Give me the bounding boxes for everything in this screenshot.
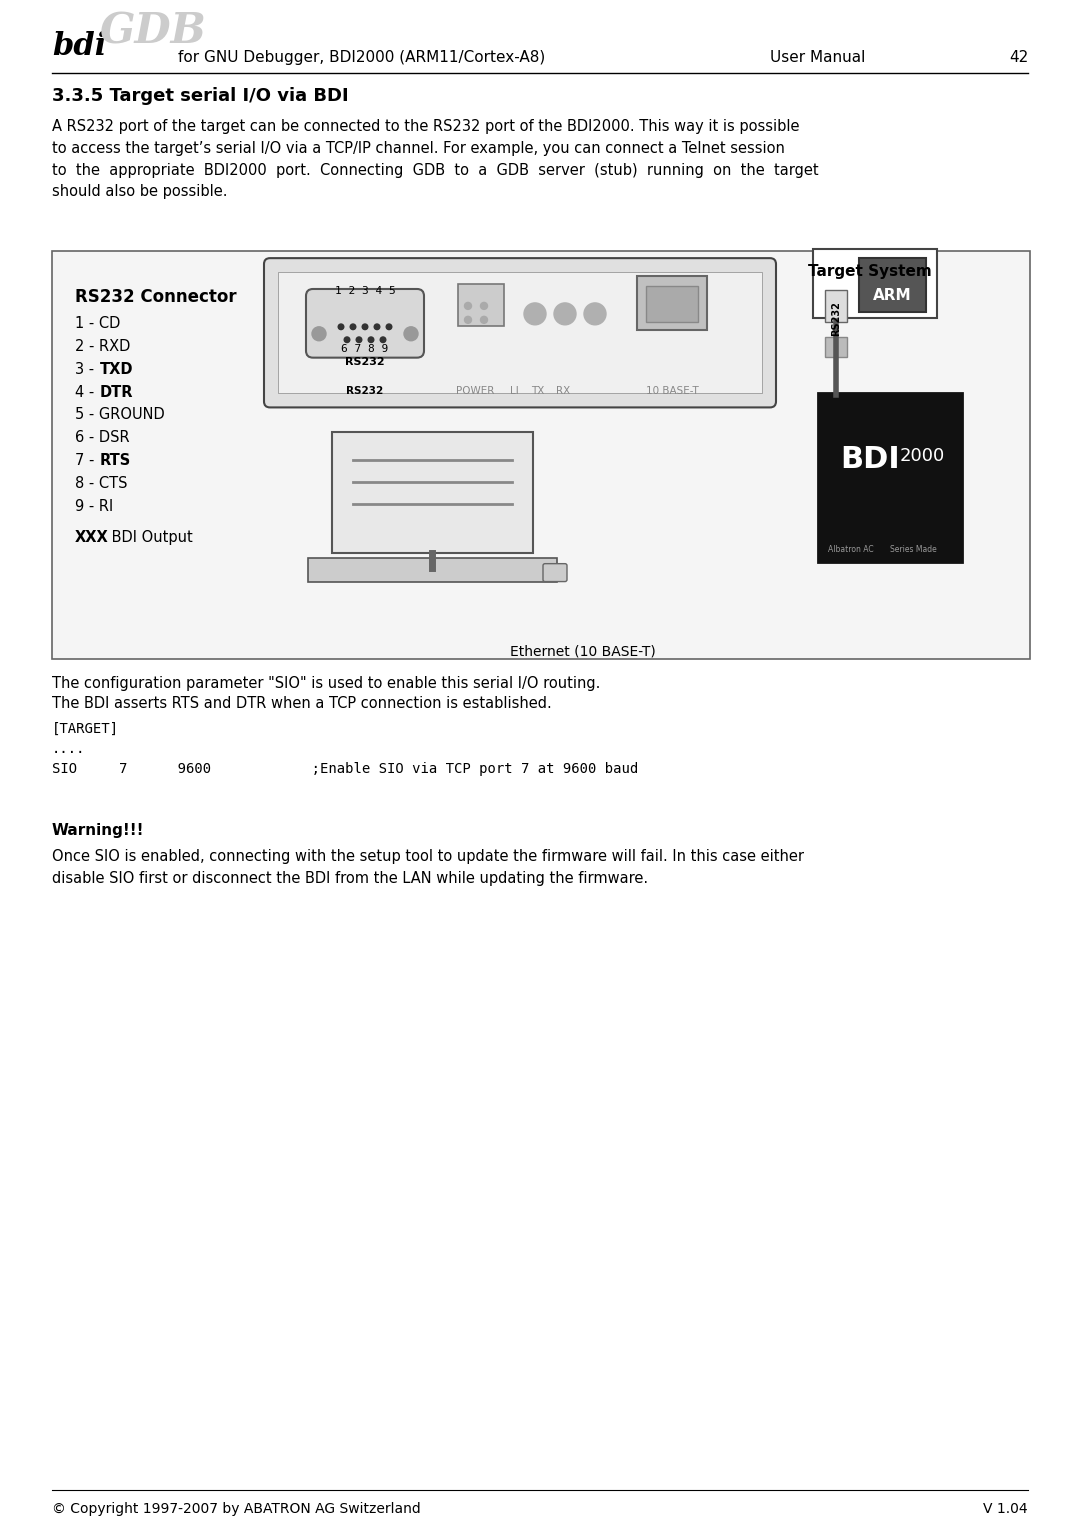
Text: Series Made: Series Made xyxy=(890,545,936,553)
Text: 6 - DSR: 6 - DSR xyxy=(75,431,130,445)
FancyBboxPatch shape xyxy=(859,258,926,312)
FancyBboxPatch shape xyxy=(52,251,1030,659)
Circle shape xyxy=(374,324,380,330)
Text: XXX: XXX xyxy=(75,530,109,545)
Text: Once SIO is enabled, connecting with the setup tool to update the firmware will : Once SIO is enabled, connecting with the… xyxy=(52,850,804,865)
Text: bdi: bdi xyxy=(52,31,106,63)
FancyBboxPatch shape xyxy=(825,336,847,356)
Text: The configuration parameter "SIO" is used to enable this serial I/O routing.: The configuration parameter "SIO" is use… xyxy=(52,675,600,691)
Text: 42: 42 xyxy=(1009,50,1028,66)
Text: Ethernet (10 BASE-T): Ethernet (10 BASE-T) xyxy=(510,645,656,659)
Text: GDB: GDB xyxy=(100,11,206,52)
Text: 5 - GROUND: 5 - GROUND xyxy=(75,408,165,422)
Circle shape xyxy=(481,303,487,309)
Text: 2 - RXD: 2 - RXD xyxy=(75,339,131,354)
Circle shape xyxy=(554,303,576,325)
Circle shape xyxy=(312,327,326,341)
Text: RS232: RS232 xyxy=(347,385,383,396)
Text: RTS: RTS xyxy=(100,454,132,468)
FancyBboxPatch shape xyxy=(543,564,567,582)
Circle shape xyxy=(584,303,606,325)
Circle shape xyxy=(464,316,472,324)
Text: disable SIO first or disconnect the BDI from the LAN while updating the firmware: disable SIO first or disconnect the BDI … xyxy=(52,871,648,886)
Text: 2000: 2000 xyxy=(900,448,945,465)
Text: BDI: BDI xyxy=(840,445,900,474)
Circle shape xyxy=(464,303,472,309)
FancyBboxPatch shape xyxy=(458,284,504,325)
Text: POWER: POWER xyxy=(456,385,495,396)
Text: RX: RX xyxy=(556,385,570,396)
FancyBboxPatch shape xyxy=(308,558,557,582)
Circle shape xyxy=(345,338,350,342)
Circle shape xyxy=(368,338,374,342)
FancyBboxPatch shape xyxy=(306,289,424,358)
FancyBboxPatch shape xyxy=(813,249,937,318)
Text: should also be possible.: should also be possible. xyxy=(52,185,228,200)
Text: TXD: TXD xyxy=(100,362,134,376)
Circle shape xyxy=(387,324,392,330)
Text: V 1.04: V 1.04 xyxy=(984,1502,1028,1516)
Circle shape xyxy=(362,324,368,330)
FancyBboxPatch shape xyxy=(637,277,707,330)
Text: 3.3.5 Target serial I/O via BDI: 3.3.5 Target serial I/O via BDI xyxy=(52,87,349,105)
Text: Albatron AC: Albatron AC xyxy=(828,545,874,553)
FancyBboxPatch shape xyxy=(278,272,762,394)
FancyBboxPatch shape xyxy=(646,286,698,322)
Circle shape xyxy=(350,324,355,330)
Text: RS232 Connector: RS232 Connector xyxy=(75,287,237,306)
Text: 6 7 8 9: 6 7 8 9 xyxy=(341,344,389,353)
Text: SIO     7      9600            ;Enable SIO via TCP port 7 at 9600 baud: SIO 7 9600 ;Enable SIO via TCP port 7 at… xyxy=(52,761,638,776)
Text: 9 - RI: 9 - RI xyxy=(75,500,113,513)
Text: ....: .... xyxy=(52,741,85,756)
Text: A RS232 port of the target can be connected to the RS232 port of the BDI2000. Th: A RS232 port of the target can be connec… xyxy=(52,119,799,134)
Text: 8 - CTS: 8 - CTS xyxy=(75,477,127,490)
Text: User Manual: User Manual xyxy=(770,50,865,66)
Text: RS232: RS232 xyxy=(831,301,841,336)
FancyBboxPatch shape xyxy=(825,290,847,322)
Text: © Copyright 1997-2007 by ABATRON AG Switzerland: © Copyright 1997-2007 by ABATRON AG Swit… xyxy=(52,1502,421,1516)
Text: The BDI asserts RTS and DTR when a TCP connection is established.: The BDI asserts RTS and DTR when a TCP c… xyxy=(52,697,552,711)
Text: to access the target’s serial I/O via a TCP/IP channel. For example, you can con: to access the target’s serial I/O via a … xyxy=(52,141,785,156)
Text: to  the  appropriate  BDI2000  port.  Connecting  GDB  to  a  GDB  server  (stub: to the appropriate BDI2000 port. Connect… xyxy=(52,162,819,177)
Circle shape xyxy=(356,338,362,342)
Circle shape xyxy=(481,316,487,324)
Text: 4 -: 4 - xyxy=(75,385,99,399)
Text: 10 BASE-T: 10 BASE-T xyxy=(646,385,699,396)
Text: ARM: ARM xyxy=(873,287,912,303)
Text: LI: LI xyxy=(510,385,518,396)
Text: TX: TX xyxy=(531,385,544,396)
Circle shape xyxy=(338,324,343,330)
Text: DTR: DTR xyxy=(100,385,134,399)
FancyBboxPatch shape xyxy=(264,258,777,408)
Text: 7 -: 7 - xyxy=(75,454,99,468)
FancyBboxPatch shape xyxy=(818,394,962,562)
Text: Warning!!!: Warning!!! xyxy=(52,824,145,839)
Circle shape xyxy=(380,338,386,342)
Text: [TARGET]: [TARGET] xyxy=(52,721,119,736)
Text: BDI Output: BDI Output xyxy=(107,530,192,545)
FancyBboxPatch shape xyxy=(332,432,534,553)
Text: Target System: Target System xyxy=(808,264,932,280)
Text: 1 2 3 4 5: 1 2 3 4 5 xyxy=(335,286,395,296)
Text: 1 - CD: 1 - CD xyxy=(75,316,120,332)
Text: 3 -: 3 - xyxy=(75,362,98,376)
Text: for GNU Debugger, BDI2000 (ARM11/Cortex-A8): for GNU Debugger, BDI2000 (ARM11/Cortex-… xyxy=(178,50,545,66)
Circle shape xyxy=(524,303,546,325)
Text: RS232: RS232 xyxy=(346,356,384,367)
Circle shape xyxy=(404,327,418,341)
